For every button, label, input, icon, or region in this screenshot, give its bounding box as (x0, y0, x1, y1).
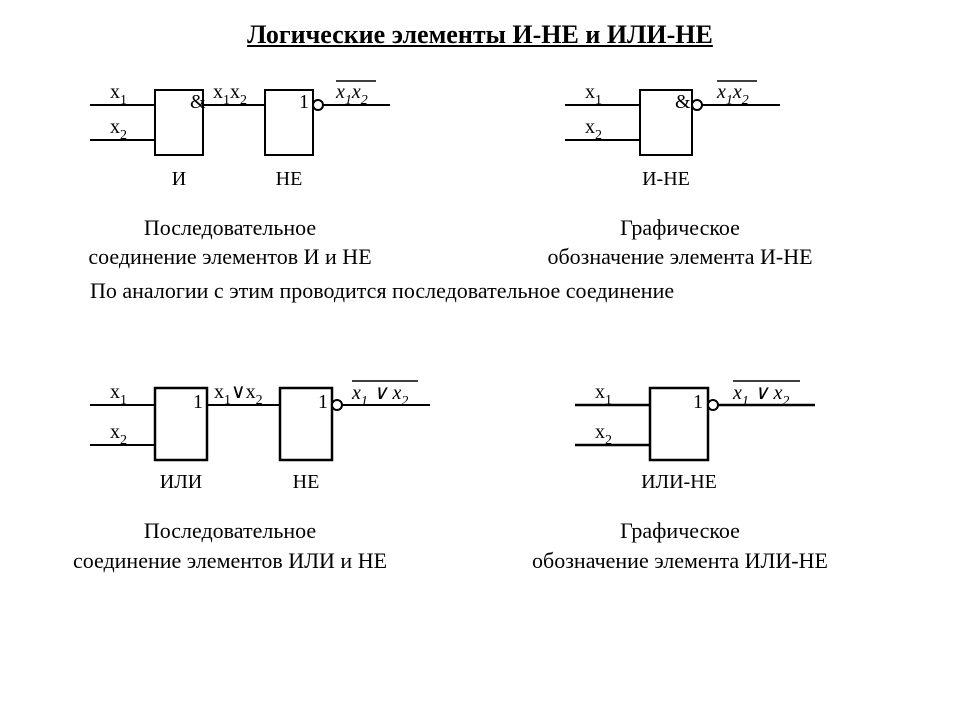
caption-4-line2: обозначение элемента ИЛИ-НЕ (532, 548, 828, 573)
page: Логические элементы И-НЕ и ИЛИ-НЕ x1 x2 … (0, 0, 960, 720)
x2-label: x2 (110, 421, 127, 448)
gate-nor-symbol: 1 (693, 391, 703, 413)
gate-not-name: НЕ (293, 471, 320, 493)
out-label: x1x2 (335, 81, 368, 108)
caption-2-line1: Графическое (620, 215, 740, 240)
panel-or-not-sequence: x1 x2 1 ИЛИ x1∨x2 1 НЕ x1 ∨ x2 (90, 381, 430, 493)
panel-nand: x1 x2 & И-НЕ x1x2 (565, 81, 780, 190)
x1-label: x1 (585, 81, 602, 108)
gate-not-symbol: 1 (299, 91, 309, 113)
not-bubble-icon (692, 100, 702, 110)
not-bubble-icon (313, 100, 323, 110)
gate-not-name: НЕ (276, 168, 303, 190)
x2-label: x2 (110, 116, 127, 143)
panel-and-not-sequence: x1 x2 & И x1x2 1 НЕ x1x2 (90, 81, 390, 190)
gate-and-symbol: & (190, 91, 206, 113)
mid-label: x1∨x2 (214, 381, 263, 408)
caption-1-line2: соединение элементов И и НЕ (88, 244, 371, 269)
gate-nand-name: И-НЕ (642, 168, 690, 190)
diagram-canvas: x1 x2 & И x1x2 1 НЕ x1x2 x1 x2 (0, 0, 960, 720)
caption-2-line2: обозначение элемента И-НЕ (547, 244, 812, 269)
gate-or-name: ИЛИ (160, 471, 202, 493)
panel-nor: x1 x2 1 ИЛИ-НЕ x1 ∨ x2 (575, 381, 815, 493)
x1-label: x1 (110, 81, 127, 108)
gate-not-symbol: 1 (318, 391, 328, 413)
caption-4-line1: Графическое (620, 518, 740, 543)
gate-nand-symbol: & (675, 91, 691, 113)
caption-3-line2: соединение элементов ИЛИ и НЕ (73, 548, 387, 573)
body-text: По аналогии с этим проводится последоват… (90, 278, 674, 303)
mid-label: x1x2 (213, 81, 247, 108)
x1-label: x1 (110, 381, 127, 408)
caption-1-line1: Последовательное (144, 215, 316, 240)
gate-and-name: И (172, 168, 186, 190)
not-bubble-icon (708, 400, 718, 410)
x2-label: x2 (585, 116, 602, 143)
not-bubble-icon (332, 400, 342, 410)
caption-3-line1: Последовательное (144, 518, 316, 543)
gate-nor-name: ИЛИ-НЕ (641, 471, 717, 493)
gate-or-symbol: 1 (193, 391, 203, 413)
out-label: x1x2 (716, 81, 749, 108)
